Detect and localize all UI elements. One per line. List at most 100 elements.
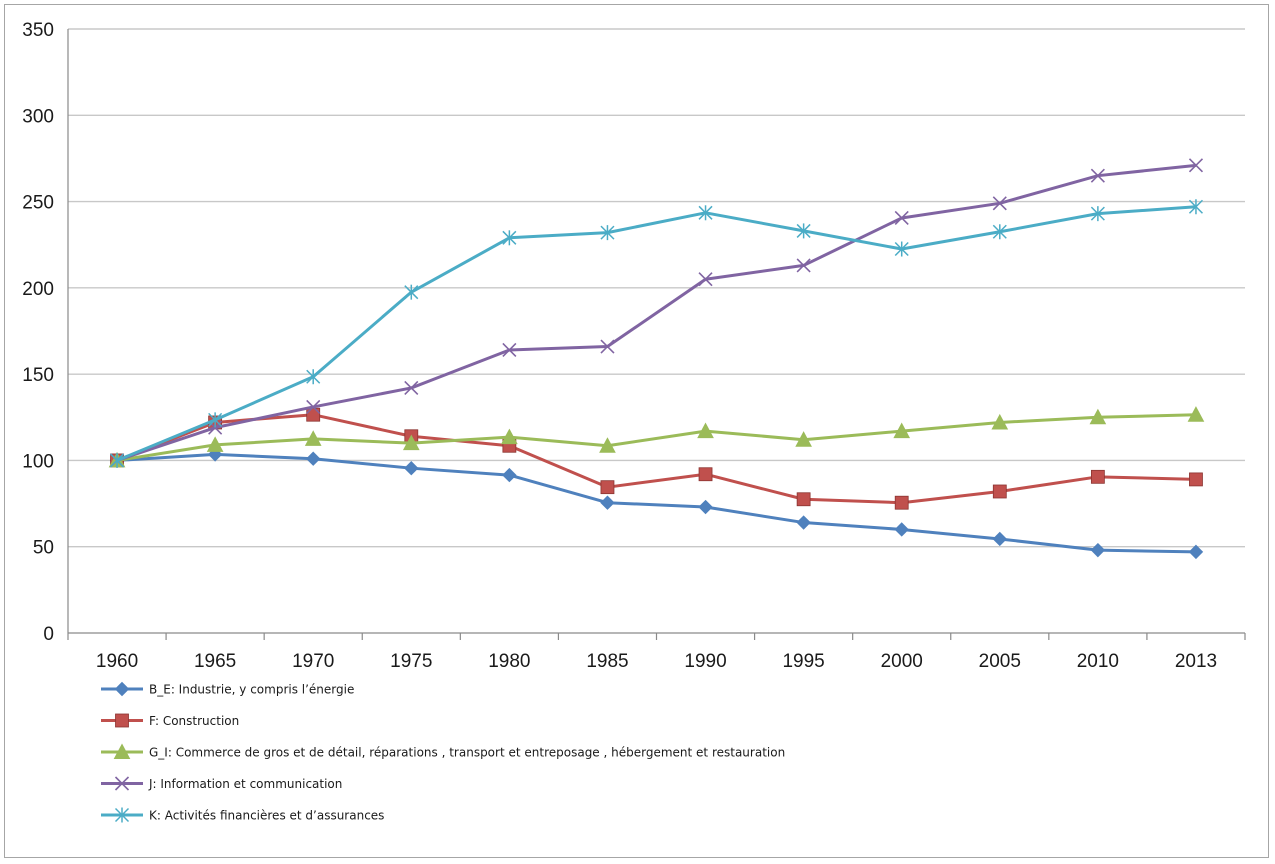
series-lines — [108, 158, 1205, 560]
data-point — [600, 480, 615, 495]
series-1 — [110, 407, 1203, 510]
data-point — [1188, 158, 1204, 173]
y-tick-label: 150 — [22, 365, 54, 386]
data-point — [894, 495, 909, 510]
y-tick-label: 200 — [22, 279, 54, 300]
series-2 — [108, 406, 1205, 468]
data-point — [306, 407, 321, 422]
data-point — [600, 495, 615, 510]
data-point — [795, 431, 812, 447]
x-tick-label: 1995 — [782, 651, 824, 672]
data-point — [893, 422, 911, 439]
data-point — [796, 258, 811, 273]
data-point — [501, 428, 518, 445]
data-point — [404, 460, 419, 476]
data-point — [404, 284, 419, 300]
gridlines — [68, 28, 1245, 548]
data-point — [206, 436, 224, 452]
data-point — [697, 422, 714, 439]
data-point — [894, 522, 909, 537]
legend-item-2: G_I: Commerce de gros et de détail, répa… — [101, 743, 785, 760]
legend-marker — [113, 743, 131, 759]
data-point — [796, 492, 811, 507]
x-tick-label: 1965 — [194, 651, 236, 672]
data-point — [698, 272, 713, 287]
line-chart: 0 50 100 150 200 250 300 350 1960 1965 1970 1975 198… — [22, 20, 1246, 823]
legend-label: G_I: Commerce de gros et de détail, répa… — [149, 746, 785, 760]
legend-item-4: K: Activités financières et d’assurances — [101, 807, 384, 823]
x-tick-label: 2005 — [979, 651, 1021, 672]
data-point — [306, 451, 321, 466]
x-tick-label: 1975 — [390, 651, 432, 672]
data-point — [796, 515, 811, 530]
data-point — [698, 467, 713, 482]
data-point — [894, 241, 909, 257]
data-point — [110, 452, 125, 468]
data-point — [306, 369, 321, 385]
legend-item-3: J: Information et communication — [101, 776, 342, 791]
data-point — [796, 223, 811, 239]
data-point — [1090, 168, 1105, 183]
series-line — [116, 413, 1196, 462]
series-line — [116, 163, 1197, 462]
data-point — [208, 412, 223, 428]
series-0 — [109, 447, 1204, 560]
y-tick-label: 100 — [22, 451, 54, 472]
legend-marker — [115, 713, 129, 728]
legend-marker — [114, 681, 130, 697]
legend-label: B_E: Industrie, y compris l’énergie — [149, 683, 354, 697]
y-tick-label: 250 — [22, 193, 54, 214]
axes: 0 50 100 150 200 250 300 350 1960 1965 1970 1975 198… — [22, 20, 1246, 672]
data-point — [306, 399, 321, 414]
data-point — [1089, 408, 1107, 425]
data-point — [992, 531, 1007, 547]
y-tick-label: 300 — [22, 106, 54, 127]
data-point — [502, 467, 517, 483]
x-tick-label: 1960 — [96, 651, 138, 672]
data-point — [1090, 542, 1106, 558]
legend-marker — [114, 776, 130, 791]
legend-label: F: Construction — [149, 714, 239, 728]
x-tick-label: 1985 — [586, 651, 628, 672]
data-point — [599, 437, 616, 453]
x-tick-label: 1970 — [292, 651, 334, 672]
data-point — [992, 484, 1007, 499]
chart-frame: 0 50 100 150 200 250 300 350 1960 1965 1970 1975 198… — [4, 4, 1269, 858]
data-point — [502, 342, 517, 358]
data-point — [991, 413, 1009, 430]
data-point — [1188, 544, 1204, 560]
y-tick-label: 50 — [33, 538, 54, 559]
data-point — [1090, 469, 1105, 484]
x-tick-label: 1980 — [488, 651, 530, 672]
x-tick-label: 2000 — [881, 651, 923, 672]
data-point — [402, 434, 420, 451]
x-tick-label: 2013 — [1175, 651, 1217, 672]
data-point — [1188, 199, 1203, 215]
series-line — [116, 452, 1196, 554]
data-point — [992, 196, 1007, 211]
data-point — [404, 380, 419, 396]
legend-item-1: F: Construction — [101, 713, 239, 728]
legend-item-0: B_E: Industrie, y compris l’énergie — [101, 681, 354, 697]
legend-marker — [114, 807, 130, 823]
data-point — [600, 339, 615, 354]
data-point — [698, 499, 713, 515]
data-point — [1187, 406, 1205, 422]
y-tick-label: 350 — [22, 20, 54, 41]
data-point — [502, 230, 517, 246]
x-tick-label: 2010 — [1077, 651, 1119, 672]
y-tick-label: 0 — [43, 624, 54, 645]
series-line — [116, 205, 1197, 462]
series-4 — [110, 199, 1203, 468]
legend-label: J: Information et communication — [148, 777, 342, 791]
data-point — [1090, 206, 1105, 222]
legend: B_E: Industrie, y compris l’énergie F: Co… — [101, 681, 785, 823]
data-point — [304, 430, 322, 446]
data-point — [894, 210, 909, 226]
data-point — [1189, 472, 1203, 487]
data-point — [698, 205, 713, 221]
x-tick-label: 1990 — [684, 651, 726, 672]
series-line — [116, 413, 1196, 505]
data-point — [600, 225, 615, 241]
legend-label: K: Activités financières et d’assurances — [149, 809, 384, 823]
